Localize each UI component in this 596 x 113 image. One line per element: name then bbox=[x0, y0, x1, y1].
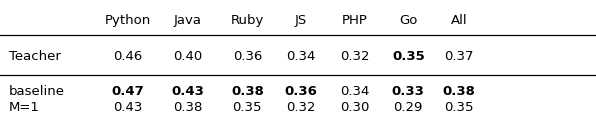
Text: 0.38: 0.38 bbox=[231, 85, 264, 97]
Text: 0.43: 0.43 bbox=[171, 85, 204, 97]
Text: Go: Go bbox=[399, 14, 417, 27]
Text: 0.36: 0.36 bbox=[232, 50, 262, 63]
Text: All: All bbox=[451, 14, 467, 27]
Text: 0.35: 0.35 bbox=[444, 100, 474, 113]
Text: Ruby: Ruby bbox=[231, 14, 264, 27]
Text: 0.36: 0.36 bbox=[284, 85, 318, 97]
Text: PHP: PHP bbox=[342, 14, 368, 27]
Text: 0.35: 0.35 bbox=[232, 100, 262, 113]
Text: Teacher: Teacher bbox=[9, 50, 61, 63]
Text: 0.38: 0.38 bbox=[442, 85, 476, 97]
Text: Python: Python bbox=[105, 14, 151, 27]
Text: JS: JS bbox=[295, 14, 307, 27]
Text: 0.46: 0.46 bbox=[113, 50, 143, 63]
Text: 0.35: 0.35 bbox=[392, 50, 424, 63]
Text: 0.32: 0.32 bbox=[340, 50, 370, 63]
Text: 0.47: 0.47 bbox=[112, 85, 144, 97]
Text: M=1: M=1 bbox=[9, 100, 40, 113]
Text: 0.34: 0.34 bbox=[340, 85, 370, 97]
Text: 0.29: 0.29 bbox=[393, 100, 423, 113]
Text: 0.34: 0.34 bbox=[286, 50, 316, 63]
Text: 0.37: 0.37 bbox=[444, 50, 474, 63]
Text: 0.32: 0.32 bbox=[286, 100, 316, 113]
Text: 0.30: 0.30 bbox=[340, 100, 370, 113]
Text: 0.38: 0.38 bbox=[173, 100, 203, 113]
Text: 0.33: 0.33 bbox=[392, 85, 425, 97]
Text: 0.40: 0.40 bbox=[173, 50, 203, 63]
Text: Java: Java bbox=[174, 14, 201, 27]
Text: 0.43: 0.43 bbox=[113, 100, 143, 113]
Text: baseline: baseline bbox=[9, 85, 65, 97]
